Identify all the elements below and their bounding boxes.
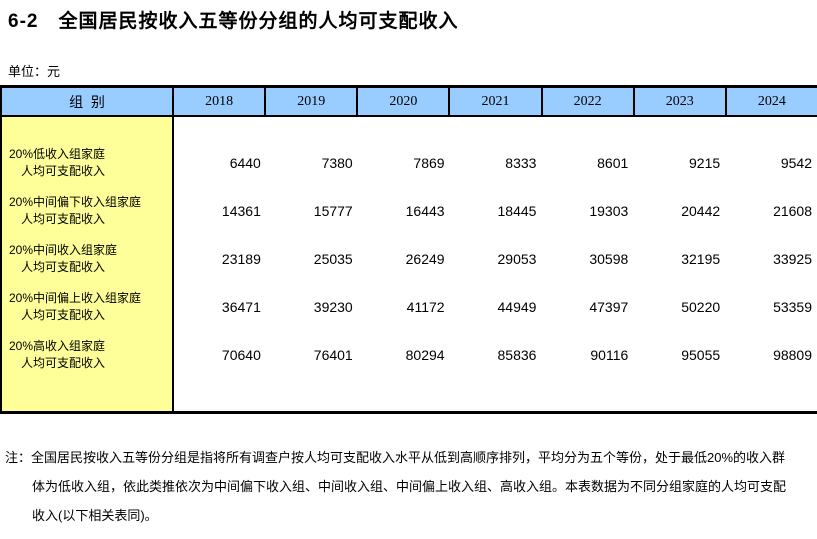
value-cell: 36471 bbox=[221, 299, 261, 315]
row-label-lower-middle-income: 20%中间偏下收入组家庭 人均可支配收入 bbox=[2, 187, 172, 235]
value-cell: 47397 bbox=[589, 299, 629, 315]
value-cell: 95055 bbox=[681, 347, 721, 363]
value-cell: 76401 bbox=[313, 347, 353, 363]
value-cell: 9542 bbox=[780, 155, 813, 171]
row-label-line1: 20%中间收入组家庭 bbox=[9, 243, 118, 257]
value-cell: 50220 bbox=[681, 299, 721, 315]
value-cell: 8601 bbox=[597, 155, 629, 171]
year-header-2023: 2023 bbox=[635, 88, 727, 115]
row-label-line1: 20%中间偏上收入组家庭 bbox=[9, 291, 142, 305]
value-cell: 20442 bbox=[681, 203, 721, 219]
value-cell: 85836 bbox=[497, 347, 537, 363]
value-cell: 7380 bbox=[321, 155, 353, 171]
value-cell: 32195 bbox=[681, 251, 721, 267]
value-cell: 98809 bbox=[773, 347, 813, 363]
row-label-high-income: 20%高收入组家庭 人均可支配收入 bbox=[2, 331, 172, 379]
table-row: 36471 39230 41172 44949 47397 50220 5335… bbox=[174, 283, 817, 331]
value-cell: 16443 bbox=[405, 203, 445, 219]
value-cell: 19303 bbox=[589, 203, 629, 219]
table-header-row: 组 别 2018 2019 2020 2021 2022 2023 2024 bbox=[2, 88, 817, 117]
value-cell: 6440 bbox=[229, 155, 261, 171]
unit-label: 单位：元 bbox=[8, 64, 61, 79]
value-cell: 23189 bbox=[221, 251, 261, 267]
footnote-line-1: 注：全国居民按收入五等份分组是指将所有调查户按人均可支配收入水平从低到高顺序排列… bbox=[5, 450, 786, 465]
row-label-low-income: 20%低收入组家庭 人均可支配收入 bbox=[2, 139, 172, 187]
row-label-line2: 人均可支配收入 bbox=[21, 164, 106, 178]
row-label-line1: 20%中间偏下收入组家庭 bbox=[9, 195, 142, 209]
table-body: 20%低收入组家庭 人均可支配收入 20%中间偏下收入组家庭 人均可支配收入 2… bbox=[2, 117, 817, 411]
group-column-header: 组 别 bbox=[2, 88, 174, 115]
year-header-2022: 2022 bbox=[543, 88, 635, 115]
row-label-line1: 20%高收入组家庭 bbox=[9, 339, 106, 353]
value-cell: 9215 bbox=[689, 155, 721, 171]
row-label-line2: 人均可支配收入 bbox=[21, 356, 106, 370]
row-label-line2: 人均可支配收入 bbox=[21, 308, 106, 322]
table-row: 6440 7380 7869 8333 8601 9215 9542 bbox=[174, 139, 817, 187]
income-quintile-table: 组 别 2018 2019 2020 2021 2022 2023 2024 2… bbox=[0, 85, 817, 414]
row-label-line2: 人均可支配收入 bbox=[21, 212, 106, 226]
value-cell: 44949 bbox=[497, 299, 537, 315]
value-cell: 15777 bbox=[313, 203, 353, 219]
value-cell: 29053 bbox=[497, 251, 537, 267]
table-row: 70640 76401 80294 85836 90116 95055 9880… bbox=[174, 331, 817, 379]
year-header-2018: 2018 bbox=[174, 88, 267, 115]
value-cell: 80294 bbox=[405, 347, 445, 363]
value-cell: 41172 bbox=[406, 299, 445, 315]
row-label-line2: 人均可支配收入 bbox=[21, 260, 106, 274]
value-cell: 70640 bbox=[221, 347, 261, 363]
value-cell: 8333 bbox=[505, 155, 537, 171]
row-label-column: 20%低收入组家庭 人均可支配收入 20%中间偏下收入组家庭 人均可支配收入 2… bbox=[2, 117, 174, 411]
value-cell: 30598 bbox=[589, 251, 629, 267]
value-cell: 33925 bbox=[773, 251, 813, 267]
value-cell: 14361 bbox=[221, 203, 261, 219]
year-header-2024: 2024 bbox=[757, 93, 786, 109]
value-cell: 7869 bbox=[413, 155, 445, 171]
value-cell: 53359 bbox=[773, 299, 813, 315]
footnote: 注：全国居民按收入五等份分组是指将所有调查户按人均可支配收入水平从低到高顺序排列… bbox=[5, 443, 815, 530]
row-label-line1: 20%低收入组家庭 bbox=[9, 147, 106, 161]
value-cell: 18445 bbox=[497, 203, 537, 219]
row-label-middle-income: 20%中间收入组家庭 人均可支配收入 bbox=[2, 235, 172, 283]
value-cell: 21608 bbox=[773, 203, 813, 219]
footnote-line-2: 体为低收入组，依此类推依次为中间偏下收入组、中间收入组、中间偏上收入组、高收入组… bbox=[32, 479, 787, 494]
year-header-2020: 2020 bbox=[358, 88, 451, 115]
value-cell: 26249 bbox=[405, 251, 445, 267]
value-cell: 90116 bbox=[590, 347, 629, 363]
year-header-2021: 2021 bbox=[450, 88, 543, 115]
data-area: 6440 7380 7869 8333 8601 9215 9542 14361… bbox=[174, 117, 817, 411]
value-cell: 39230 bbox=[313, 299, 353, 315]
row-label-upper-middle-income: 20%中间偏上收入组家庭 人均可支配收入 bbox=[2, 283, 172, 331]
table-row: 14361 15777 16443 18445 19303 20442 2160… bbox=[174, 187, 817, 235]
year-header-2019: 2019 bbox=[266, 88, 359, 115]
footnote-line-3: 收入(以下相关表同)。 bbox=[32, 508, 158, 523]
value-cell: 25035 bbox=[313, 251, 353, 267]
table-row: 23189 25035 26249 29053 30598 32195 3392… bbox=[174, 235, 817, 283]
page-title: 6-2 全国居民按收入五等份分组的人均可支配收入 bbox=[8, 11, 459, 32]
